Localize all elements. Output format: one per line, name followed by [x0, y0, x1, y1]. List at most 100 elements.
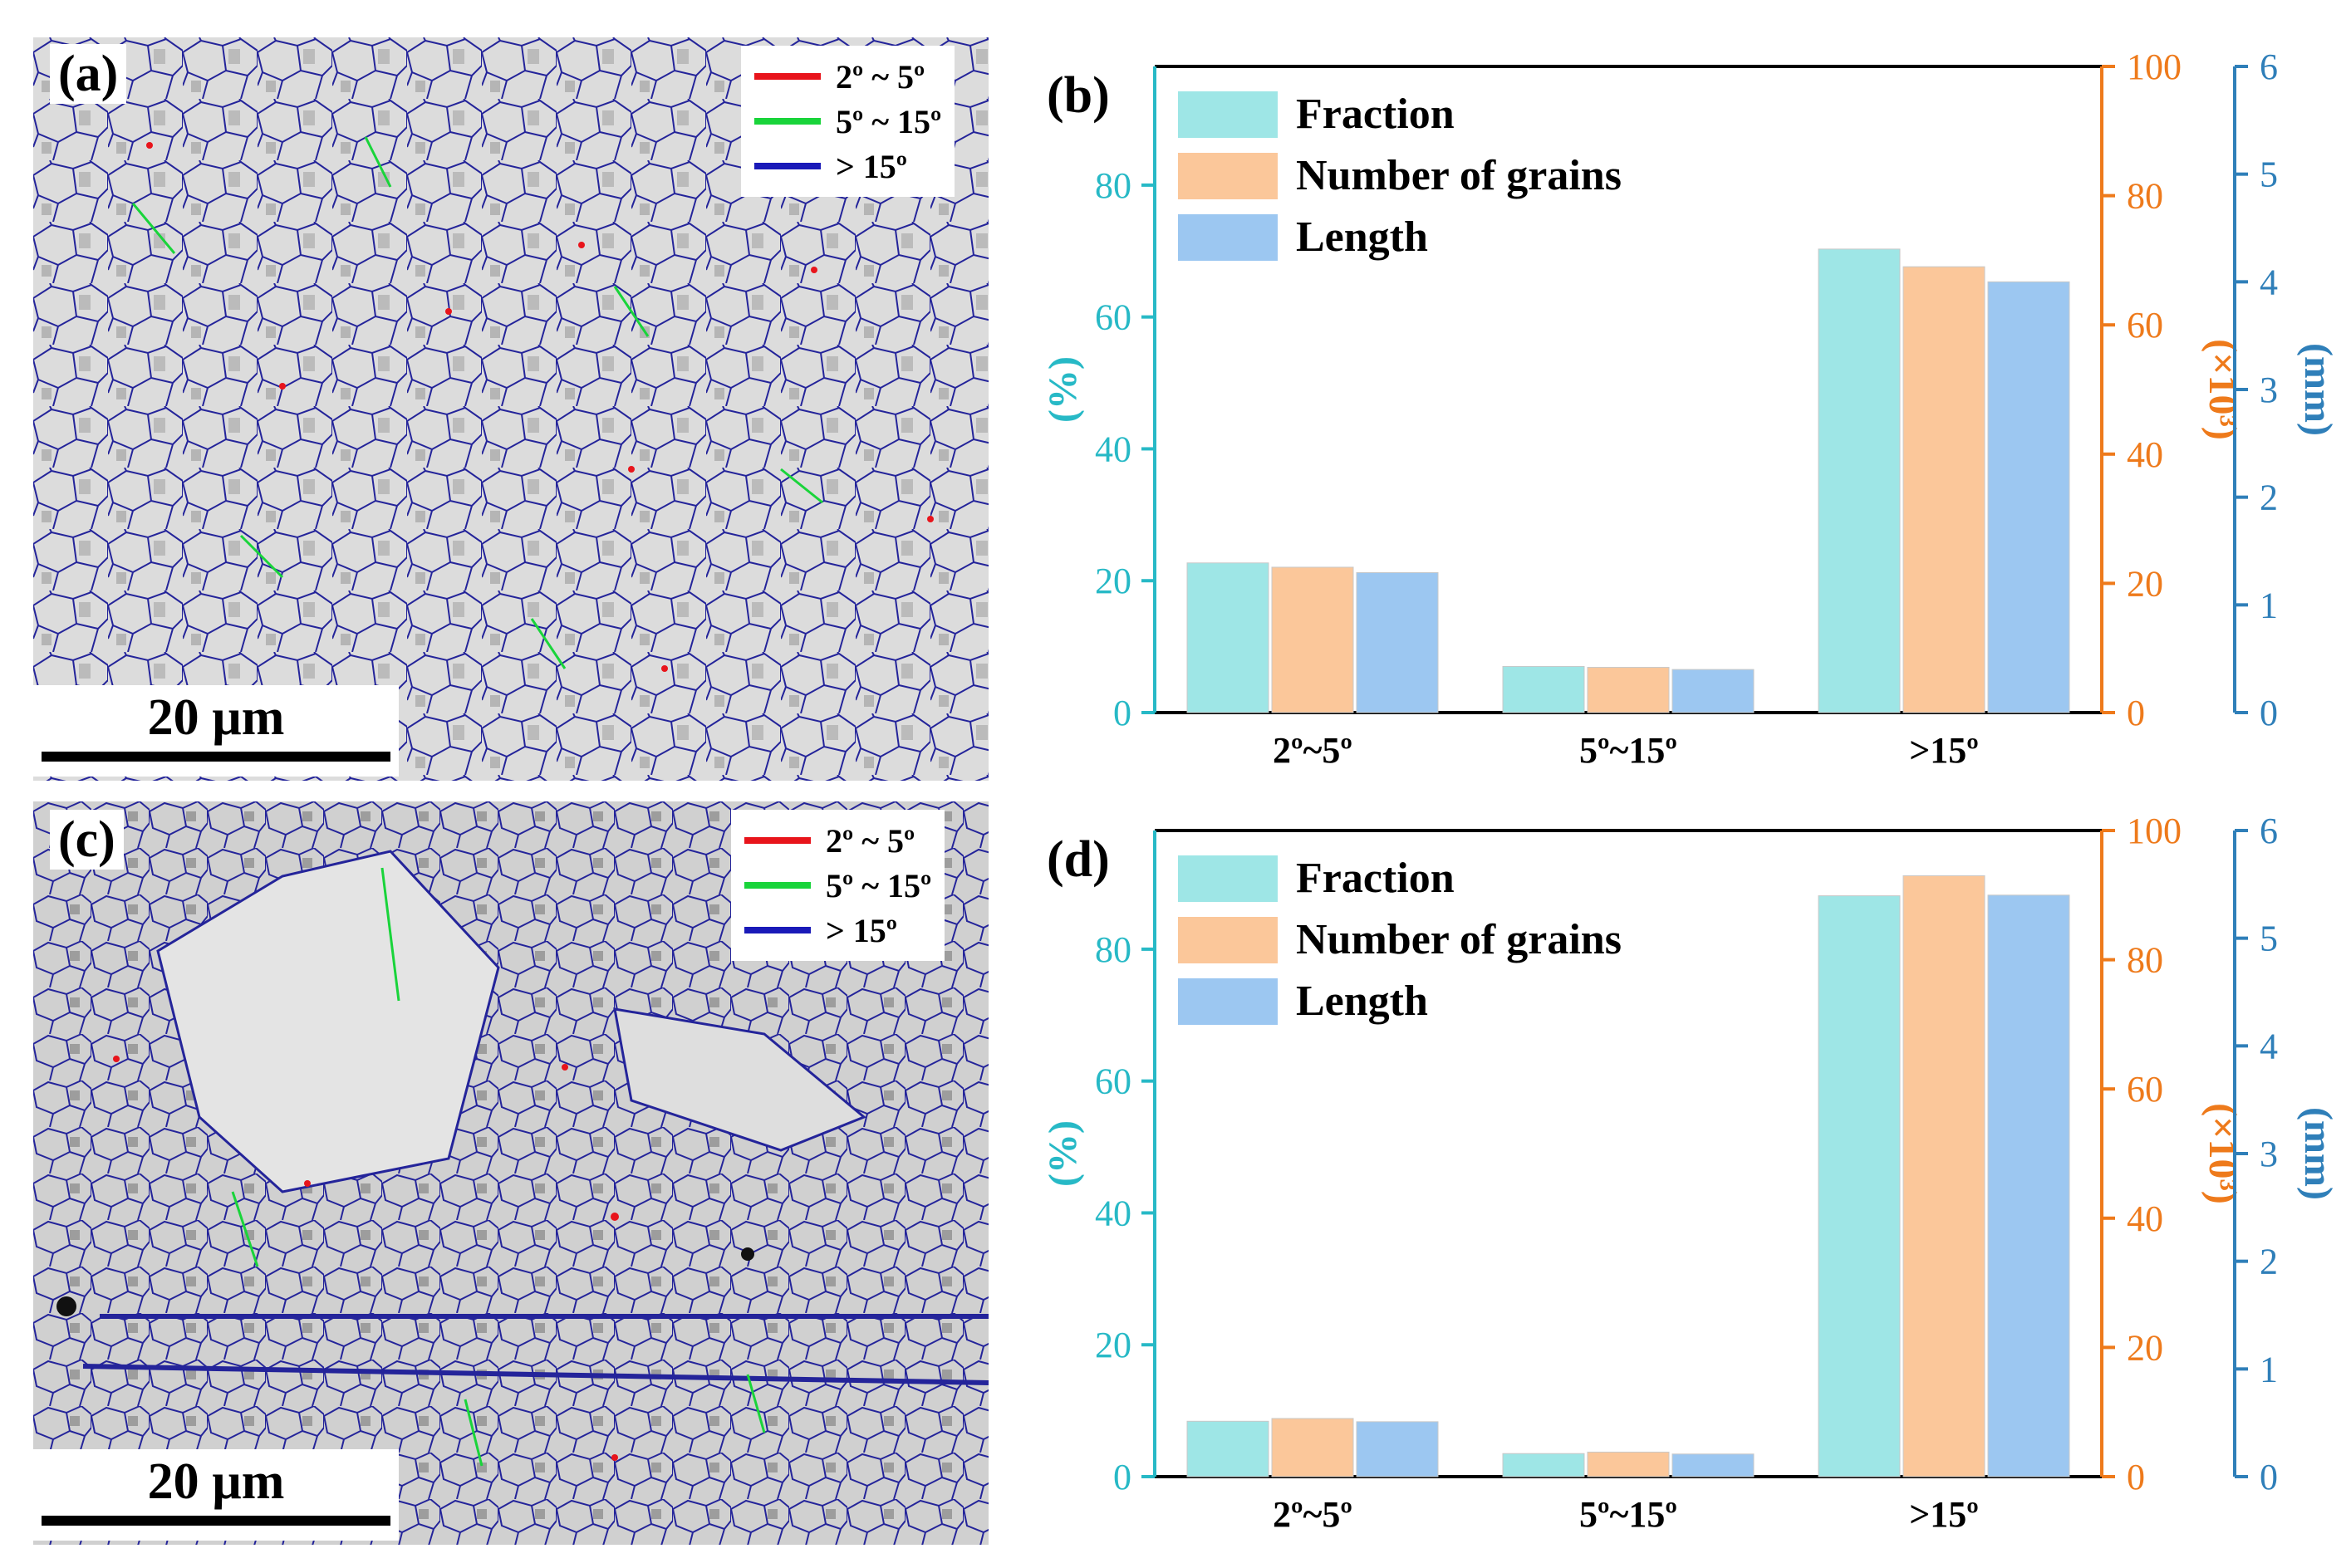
x-tick-label: 5º~15º — [1579, 1494, 1677, 1535]
left-tick-label: 20 — [1095, 1325, 1131, 1365]
right-tick-label: 0 — [2127, 693, 2145, 733]
bar-number-of-grains-2 — [1902, 875, 1985, 1477]
bar-length-2 — [1987, 281, 2070, 713]
bar-number-of-grains-2 — [1902, 266, 1985, 713]
legend-label: Length — [1296, 213, 1428, 261]
ebsd-map-a: (a) 2º ~ 5º 5º ~ 15º > 15º 20 µm — [33, 37, 989, 781]
legend-swatch-red — [744, 837, 811, 844]
left-tick-label: 40 — [1095, 1193, 1131, 1233]
panel-label-c: (c) — [50, 810, 124, 870]
bar-fraction-2 — [1818, 895, 1901, 1477]
ebsd-map-c: (c) 2º ~ 5º 5º ~ 15º > 15º 20 µm — [33, 801, 989, 1545]
bar-number-of-grains-1 — [1587, 667, 1670, 713]
left-tick-label: 80 — [1095, 929, 1131, 970]
x-tick-label: 5º~15º — [1579, 730, 1677, 771]
right-tick-label: 20 — [2127, 1327, 2163, 1368]
ebsd-map-c-image — [33, 801, 989, 1545]
scale-bar-label-a: 20 µm — [147, 689, 285, 746]
bar-fraction-1 — [1502, 665, 1585, 713]
far_right-tick-label: 1 — [2260, 585, 2278, 625]
right-tick-label: 60 — [2127, 305, 2163, 345]
right-tick-label: 80 — [2127, 176, 2163, 217]
legend-label: Fraction — [1296, 855, 1455, 902]
legend-label: Fraction — [1296, 91, 1455, 138]
legend-label-mid-angle: 5º ~ 15º — [826, 866, 932, 904]
far_right-tick-label: 3 — [2260, 370, 2278, 410]
left-tick-label: 20 — [1095, 561, 1131, 601]
legend-swatch-red — [754, 73, 821, 80]
scale-bar-a: 20 µm — [33, 685, 399, 777]
boundary-legend-a: 2º ~ 5º 5º ~ 15º > 15º — [741, 46, 955, 197]
panel-label: (b) — [1047, 67, 1110, 124]
boundary-legend-c: 2º ~ 5º 5º ~ 15º > 15º — [731, 810, 945, 961]
legend-row-low-angle: 2º ~ 5º — [754, 54, 941, 99]
far_right-tick-label: 5 — [2260, 919, 2278, 959]
legend-row-mid-angle: 5º ~ 15º — [754, 99, 941, 144]
far_right-tick-label: 4 — [2260, 1026, 2278, 1066]
legend-swatch-blue — [754, 163, 821, 169]
legend-row-high-angle: > 15º — [754, 144, 941, 189]
chart-0: (b)020406080(%)020406080100(×10³)0123456… — [1041, 47, 2340, 771]
left-tick-label: 0 — [1113, 1457, 1131, 1497]
far_right-tick-label: 6 — [2260, 811, 2278, 851]
far_right-tick-label: 3 — [2260, 1134, 2278, 1174]
x-tick-label: >15º — [1909, 1494, 1979, 1535]
legend-label: Length — [1296, 978, 1428, 1025]
far_right-tick-label: 5 — [2260, 154, 2278, 195]
x-tick-label: 2º~5º — [1273, 730, 1352, 771]
bar-fraction-1 — [1502, 1453, 1585, 1477]
legend-swatch — [1178, 978, 1278, 1025]
bar-fraction-0 — [1186, 562, 1269, 713]
scale-bar-label-c: 20 µm — [147, 1453, 285, 1510]
far_right-axis-title: (mm) — [2296, 1107, 2340, 1200]
right-tick-label: 40 — [2127, 1198, 2163, 1239]
bar-number-of-grains-0 — [1271, 1418, 1354, 1477]
legend-label-low-angle: 2º ~ 5º — [826, 821, 915, 860]
legend-row-mid-angle: 5º ~ 15º — [744, 863, 931, 908]
legend-label: Number of grains — [1296, 152, 1622, 199]
panel-label-a: (a) — [50, 44, 127, 105]
legend-label-mid-angle: 5º ~ 15º — [836, 102, 942, 140]
left-tick-label: 60 — [1095, 1061, 1131, 1102]
bar-length-1 — [1671, 1453, 1755, 1477]
bar-fraction-2 — [1818, 248, 1901, 713]
right-tick-label: 100 — [2127, 811, 2182, 851]
legend-swatch-blue — [744, 927, 811, 933]
far_right-tick-label: 2 — [2260, 1242, 2278, 1282]
far_right-axis-title: (mm) — [2296, 343, 2340, 436]
scale-bar-line-c — [42, 1516, 390, 1526]
far_right-tick-label: 0 — [2260, 693, 2278, 733]
legend-label-low-angle: 2º ~ 5º — [836, 57, 925, 96]
right-tick-label: 20 — [2127, 563, 2163, 604]
bar-length-0 — [1356, 1421, 1439, 1477]
right-tick-label: 100 — [2127, 47, 2182, 87]
right-tick-label: 0 — [2127, 1457, 2145, 1497]
bar-fraction-0 — [1186, 1420, 1269, 1477]
far_right-tick-label: 1 — [2260, 1349, 2278, 1389]
scale-bar-line-a — [42, 752, 390, 762]
left-axis-title: (%) — [1041, 1120, 1085, 1187]
x-tick-label: 2º~5º — [1273, 1494, 1352, 1535]
right-tick-label: 40 — [2127, 434, 2163, 475]
legend-swatch — [1178, 917, 1278, 963]
legend-row-low-angle: 2º ~ 5º — [744, 818, 931, 863]
legend-row-high-angle: > 15º — [744, 908, 931, 953]
bar-length-1 — [1671, 669, 1755, 713]
legend-swatch — [1178, 153, 1278, 199]
legend-label-high-angle: > 15º — [836, 147, 907, 185]
far_right-tick-label: 2 — [2260, 478, 2278, 518]
left-tick-label: 0 — [1113, 693, 1131, 733]
legend-label: Number of grains — [1296, 916, 1622, 963]
bar-number-of-grains-0 — [1271, 566, 1354, 713]
legend-label-high-angle: > 15º — [826, 911, 897, 949]
far_right-tick-label: 6 — [2260, 47, 2278, 87]
legend-swatch — [1178, 855, 1278, 902]
chart-1: (d)020406080(%)020406080100(×10³)0123456… — [1041, 811, 2340, 1535]
legend-swatch-green — [754, 118, 821, 125]
scale-bar-c: 20 µm — [33, 1449, 399, 1541]
left-tick-label: 80 — [1095, 165, 1131, 206]
bar-length-2 — [1987, 894, 2070, 1477]
legend-swatch — [1178, 91, 1278, 138]
